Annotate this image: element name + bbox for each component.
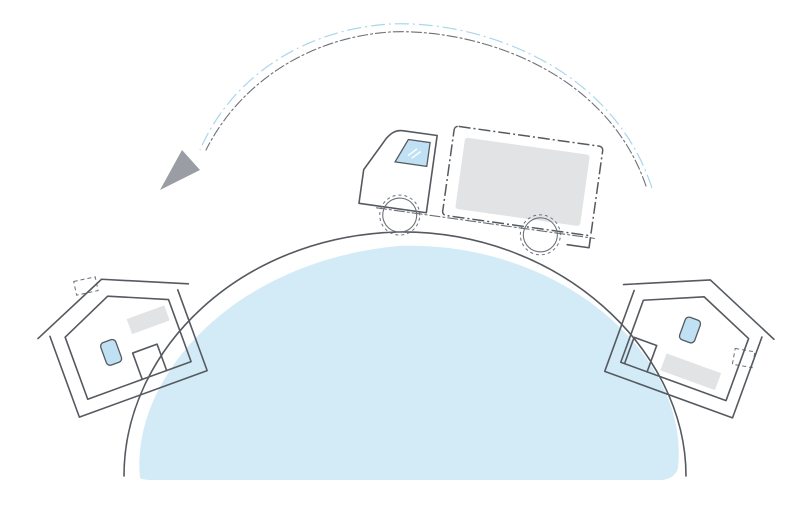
globe [123,231,687,480]
truck-cargo-fill [455,137,590,226]
truck-window-glint [407,148,418,157]
house-icon-left [37,276,208,418]
house-right-wall-outer [603,289,763,419]
house-right-panel [660,353,722,391]
house-left-window [99,338,123,366]
truck-wheel-rear-ring [522,217,558,253]
house-icon-right [603,279,775,419]
truck-icon [358,125,604,256]
house-left-wall-outer [49,289,208,418]
truck-cab [358,129,438,214]
return-arrow-head [160,150,200,190]
house-right-roof [622,279,775,341]
truck-wheel-front [379,194,421,236]
truck-cargo-box [441,125,604,237]
house-left-panel [126,305,170,335]
house-left-door [131,343,168,381]
return-arrow-icon [160,23,653,190]
house-right-window [678,316,702,344]
house-left-wall-inner [64,295,192,401]
return-arrow-curve [205,31,647,187]
truck-chassis [375,207,595,239]
return-arrow-light [199,23,653,189]
house-left-roof [37,278,190,340]
globe-fill [139,245,679,480]
truck-window-glint-2 [411,150,422,159]
truck-wheel-front-ring [382,197,418,233]
house-right-wall-inner [619,296,750,402]
truck-bumper [566,237,592,249]
house-right-door [623,336,658,373]
